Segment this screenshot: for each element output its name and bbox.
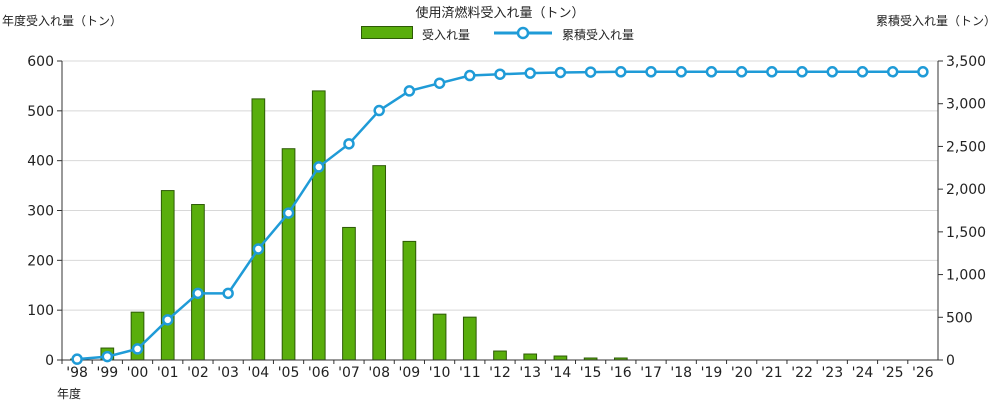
cumulative-point	[494, 68, 506, 80]
right-tick-label: 3,500	[946, 54, 986, 70]
x-tick-label: '02	[187, 365, 209, 381]
x-tick-label: '99	[96, 365, 118, 381]
x-tick-label: '04	[248, 365, 270, 381]
x-tick-label: '25	[882, 365, 904, 381]
bar	[372, 165, 387, 361]
cumulative-point	[645, 66, 657, 78]
left-tick-label: 400	[27, 154, 54, 170]
bar	[251, 98, 266, 361]
x-tick-label: '18	[670, 365, 692, 381]
cumulative-point	[917, 66, 929, 78]
bar	[281, 148, 296, 361]
cumulative-point	[403, 85, 416, 97]
x-tick-label: '11	[459, 365, 481, 381]
x-tick-label: '24	[852, 365, 874, 381]
left-axis-title: 年度受入れ量（トン）	[2, 14, 123, 28]
x-tick-label: '09	[399, 365, 421, 381]
right-tick-label: 1,000	[946, 268, 986, 284]
right-tick-label: 0	[946, 353, 955, 369]
x-tick-label: '16	[610, 365, 632, 381]
bar	[462, 316, 477, 361]
cumulative-point	[886, 66, 899, 78]
bar	[493, 350, 507, 361]
cumulative-point	[735, 66, 748, 78]
bar	[523, 353, 538, 361]
bar	[160, 190, 175, 361]
right-tick-label: 2,000	[946, 182, 986, 198]
legend-bar-swatch	[361, 26, 413, 39]
x-tick-label: '20	[731, 365, 753, 381]
cumulative-point	[131, 343, 144, 355]
x-tick-label: '13	[519, 365, 541, 381]
bar	[432, 313, 447, 361]
bar	[311, 90, 326, 361]
x-tick-label: '10	[429, 365, 451, 381]
right-axis-title: 累積受入れ量（トン）	[875, 14, 996, 28]
cumulative-point	[71, 353, 83, 365]
chart-title: 使用済燃料受入れ量（トン）	[415, 6, 585, 21]
x-tick-label: '22	[791, 365, 813, 381]
x-tick-label: '15	[580, 365, 602, 381]
x-axis-title: 年度	[57, 387, 82, 401]
cumulative-point	[584, 66, 597, 78]
left-tick-label: 500	[27, 104, 54, 120]
cumulative-point	[705, 66, 718, 78]
bar	[402, 240, 417, 361]
cumulative-point	[252, 243, 265, 255]
left-tick-label: 100	[27, 303, 54, 319]
x-tick-label: '23	[821, 365, 843, 381]
left-tick-label: 200	[27, 253, 54, 269]
bar	[342, 226, 356, 361]
cumulative-point	[373, 104, 385, 117]
right-tick-label: 500	[946, 310, 973, 326]
x-tick-label: '19	[701, 365, 723, 381]
cumulative-point	[615, 66, 627, 78]
x-tick-label: '01	[157, 365, 179, 381]
x-tick-label: '26	[912, 365, 934, 381]
legend-line-label: 累積受入れ量	[562, 28, 635, 42]
cumulative-point	[524, 67, 536, 79]
cumulative-point	[826, 66, 839, 78]
cumulative-point	[433, 77, 446, 89]
legend-bar-label: 受入れ量	[422, 28, 471, 42]
bar	[191, 204, 205, 361]
bar	[553, 355, 568, 361]
x-tick-label: '06	[308, 365, 330, 381]
right-tick-label: 1,500	[946, 225, 986, 241]
x-tick-label: '17	[640, 365, 662, 381]
x-tick-label: '12	[489, 365, 511, 381]
cumulative-point	[343, 138, 355, 150]
x-tick-label: '03	[217, 365, 239, 381]
cumulative-point	[313, 161, 325, 173]
cumulative-point	[856, 66, 869, 78]
x-tick-label: '21	[761, 365, 783, 381]
x-tick-label: '14	[550, 365, 572, 381]
cumulative-point	[766, 66, 778, 78]
cumulative-point	[222, 287, 234, 300]
cumulative-point	[675, 66, 687, 78]
cumulative-point	[161, 314, 174, 326]
cumulative-point	[554, 66, 567, 79]
x-tick-label: '98	[66, 365, 88, 381]
cumulative-point	[464, 69, 476, 82]
x-tick-label: '05	[278, 365, 300, 381]
cumulative-point	[796, 66, 808, 78]
left-tick-label: 300	[27, 204, 54, 220]
right-tick-label: 2,500	[946, 139, 986, 155]
x-tick-label: '08	[368, 365, 390, 381]
left-tick-label: 600	[27, 54, 54, 70]
x-tick-label: '00	[127, 365, 149, 381]
cumulative-point	[101, 350, 114, 363]
cumulative-point	[192, 287, 204, 300]
cumulative-point	[282, 207, 295, 219]
left-tick-label: 0	[45, 353, 54, 369]
x-tick-label: '07	[338, 365, 360, 381]
right-tick-label: 3,000	[946, 97, 986, 113]
